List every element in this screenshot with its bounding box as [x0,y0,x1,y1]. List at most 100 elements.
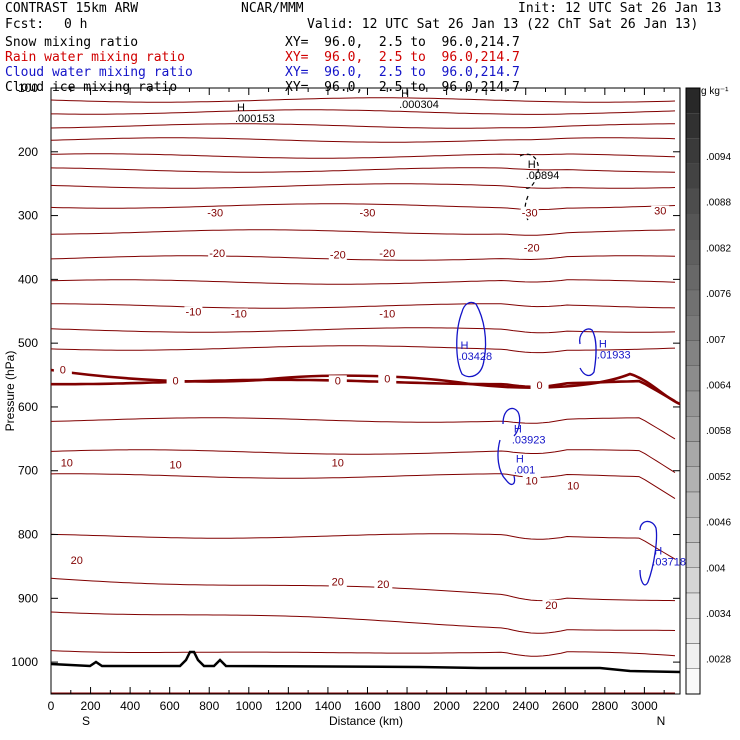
contour-label: -20 [330,250,346,262]
field-snow-xy: XY= 96.0, 2.5 to 96.0,214.7 [285,35,520,50]
temperature-contour [50,473,676,500]
contour-label: -30 [207,208,223,220]
y-tick-label: 900 [18,591,38,605]
colorbar-swatch [685,188,701,215]
colorbar-swatch [685,466,701,493]
contour-label-bg [374,578,393,590]
contour-label: 20 [332,576,344,588]
temperature-contour [50,153,676,159]
contour-label: -10 [185,306,201,318]
snow-contour [519,153,539,189]
colorbar-swatch [685,668,701,695]
temperature-contour [50,97,676,103]
cloud-water-contour [639,520,658,586]
y-tick-label: 600 [18,400,38,414]
south-label: S [82,714,90,728]
colorbar-swatch [685,643,701,669]
temperature-contour [51,378,676,403]
contour-label-bg [206,207,225,219]
contour-label: 0 [60,365,66,377]
x-tick-label: 2000 [433,699,460,713]
maximum-value: .000153 [235,113,275,125]
mixing-ratio-contours [456,153,658,586]
colorbar-label: .0088 [706,198,731,209]
y-axis-title: Pressure (hPa) [3,351,17,432]
temperature-contours [50,97,681,694]
x-tick-label: 2800 [591,699,618,713]
maxima-labels: H.000304H.000153H.00894H.03428H.01933H.0… [235,88,686,568]
contour-label: 20 [377,579,389,591]
temperature-contour [50,255,676,261]
contour-label-bg [522,242,541,254]
temperature-contour [50,611,676,634]
cloud-water-contour [456,301,487,378]
y-tick-label: 1000 [11,655,38,669]
field-snow-name: Snow mixing ratio [5,35,139,50]
contour-label: 20 [71,555,83,567]
maximum-marker: H [528,159,536,171]
contour-label: -20 [209,248,225,260]
contour-label-bg [208,247,227,259]
contour-label: -30 [522,208,538,220]
contour-label: -20 [524,243,540,255]
y-tick-label: 700 [18,464,38,478]
temperature-contour [50,279,676,285]
contour-label: 10 [169,460,181,472]
field-cloudwater-xy: XY= 96.0, 2.5 to 96.0,214.7 [285,65,520,80]
cloud-water-contour [497,439,516,485]
maximum-marker: H [654,545,662,557]
temperature-contour [50,533,676,560]
colorbar-label: .0076 [706,289,731,300]
x-axis-title: Distance (km) [329,714,403,728]
temperature-contour [50,203,676,211]
colorbar-label: .0046 [706,518,731,529]
forecast-value: 0 h [64,17,88,32]
valid-time: Valid: 12 UTC Sat 26 Jan 13 (22 ChT Sat … [307,17,699,32]
contour-label: 0 [335,375,341,387]
x-tick-label: 0 [48,699,55,713]
y-tick-label: 500 [18,336,38,350]
contour-label: -10 [231,308,247,320]
colorbar-label: .0052 [706,472,731,483]
field-rain-name: Rain water mixing ratio [5,50,186,65]
field-cloudwater-name: Cloud water mixing ratio [5,65,193,80]
contour-label: 10 [526,475,538,487]
contour-label-bg [378,373,397,385]
contour-labels: -30 -30 -30 30 -20 -20 -20 -20 -10 -10 -10 0 0 0 0 0 10 1… [53,205,670,612]
contour-label: 10 [332,458,344,470]
temperature-contour [50,137,676,143]
colorbar-label: .0082 [706,243,731,254]
colorbar-swatch [685,441,701,467]
colorbar: .0094 .0088 .0082 .0076 .007 .0064 .0058 .0052.… [685,87,731,695]
maximum-value: .00894 [526,170,560,182]
colorbar-swatch [685,163,701,190]
contour-label: 20 [545,600,557,612]
temperature-contour [50,229,676,236]
contour-label-bg [522,475,541,487]
colorbar-swatch [685,491,701,518]
colorbar-swatch [685,315,701,341]
temperature-contour [51,109,676,115]
contour-label: -30 [360,208,376,220]
contour-label-bg [328,576,347,588]
contour-label-bg [651,205,670,217]
temperature-contour [50,417,676,440]
colorbar-label: .0028 [706,655,731,666]
colorbar-swatch [685,214,701,240]
colorbar-swatch [685,340,701,366]
contour-label-bg [57,457,76,469]
contour-label-bg [520,207,539,219]
colorbar-swatch [685,289,701,316]
maximum-value: .001 [514,464,535,476]
colorbar-swatch [685,365,701,392]
colorbar-swatch [685,390,701,417]
maximum-marker: H [401,88,409,100]
contour-label: 10 [567,481,579,493]
colorbar-swatch [685,239,701,265]
x-tick-label: 1200 [275,699,302,713]
contour-label: 10 [61,458,73,470]
init-time: Init: 12 UTC Sat 26 Jan 13 [518,1,722,16]
contour-label-bg [53,364,72,376]
temperature-contour [50,345,676,354]
x-tick-label: 1400 [315,699,342,713]
